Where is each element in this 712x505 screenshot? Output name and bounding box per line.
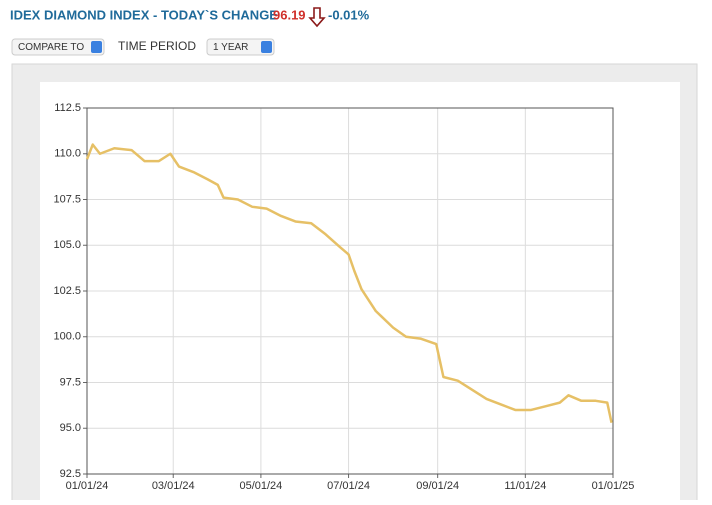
chart-area <box>40 82 680 502</box>
x-tick-label: 03/01/24 <box>152 480 195 492</box>
select-icon <box>91 41 102 53</box>
y-tick-label: 102.5 <box>53 285 81 297</box>
y-tick-label: 95.0 <box>60 422 81 434</box>
time-period-label: TIME PERIOD <box>118 39 196 53</box>
plot-border <box>86 107 614 475</box>
x-tick-label: 01/01/25 <box>592 480 635 492</box>
x-tick-label: 05/01/24 <box>239 480 282 492</box>
title: IDEX DIAMOND INDEX - TODAY`S CHANGE <box>10 7 278 22</box>
compare-label: COMPARE TO <box>18 42 84 53</box>
index-value: 96.19 <box>273 7 306 22</box>
y-tick-label: 107.5 <box>53 193 81 205</box>
y-tick-label: 97.5 <box>60 376 81 388</box>
x-tick-label: 11/01/24 <box>504 480 546 492</box>
y-tick-label: 92.5 <box>60 468 81 480</box>
x-tick-label: 07/01/24 <box>327 480 370 492</box>
down-arrow <box>308 7 326 28</box>
y-tick-label: 100.0 <box>53 331 81 343</box>
time-period-select[interactable] <box>206 38 275 56</box>
x-tick-label: 09/01/24 <box>416 480 459 492</box>
y-tick-label: 105.0 <box>53 239 81 251</box>
x-tick-label: 01/01/24 <box>66 480 109 492</box>
y-tick-label: 112.5 <box>54 102 81 114</box>
change: -0.01% <box>328 7 370 22</box>
index-line <box>85 143 613 424</box>
time-period-value: 1 YEAR <box>213 42 248 53</box>
y-tick-label: 110.0 <box>54 148 81 160</box>
select-icon <box>261 41 272 53</box>
compare-select[interactable] <box>11 38 105 56</box>
